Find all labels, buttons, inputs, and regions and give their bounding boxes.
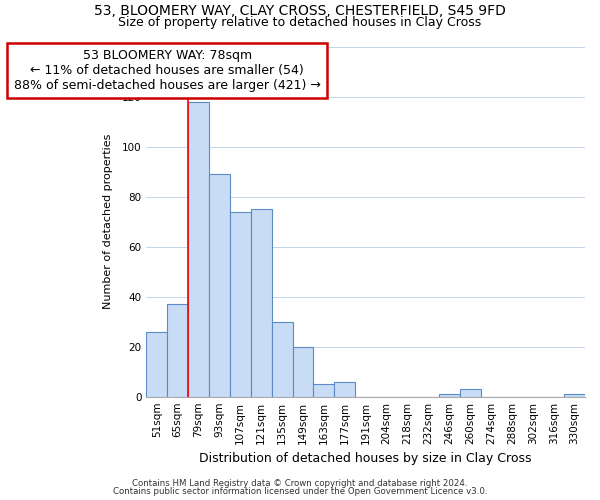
Text: 53 BLOOMERY WAY: 78sqm
← 11% of detached houses are smaller (54)
88% of semi-det: 53 BLOOMERY WAY: 78sqm ← 11% of detached… [14, 49, 320, 92]
Text: Contains HM Land Registry data © Crown copyright and database right 2024.: Contains HM Land Registry data © Crown c… [132, 479, 468, 488]
Bar [439, 394, 460, 396]
Bar [564, 394, 585, 396]
Bar [167, 304, 188, 396]
Bar [230, 212, 251, 396]
Bar [209, 174, 230, 396]
Text: Size of property relative to detached houses in Clay Cross: Size of property relative to detached ho… [118, 16, 482, 29]
Bar [251, 209, 272, 396]
Bar [313, 384, 334, 396]
Bar [146, 332, 167, 396]
Text: 53, BLOOMERY WAY, CLAY CROSS, CHESTERFIELD, S45 9FD: 53, BLOOMERY WAY, CLAY CROSS, CHESTERFIE… [94, 4, 506, 18]
Bar [293, 346, 313, 397]
Text: Contains public sector information licensed under the Open Government Licence v3: Contains public sector information licen… [113, 486, 487, 496]
Bar [272, 322, 293, 396]
Bar [460, 389, 481, 396]
Bar [188, 102, 209, 397]
Y-axis label: Number of detached properties: Number of detached properties [103, 134, 113, 310]
X-axis label: Distribution of detached houses by size in Clay Cross: Distribution of detached houses by size … [199, 452, 532, 465]
Bar [334, 382, 355, 396]
